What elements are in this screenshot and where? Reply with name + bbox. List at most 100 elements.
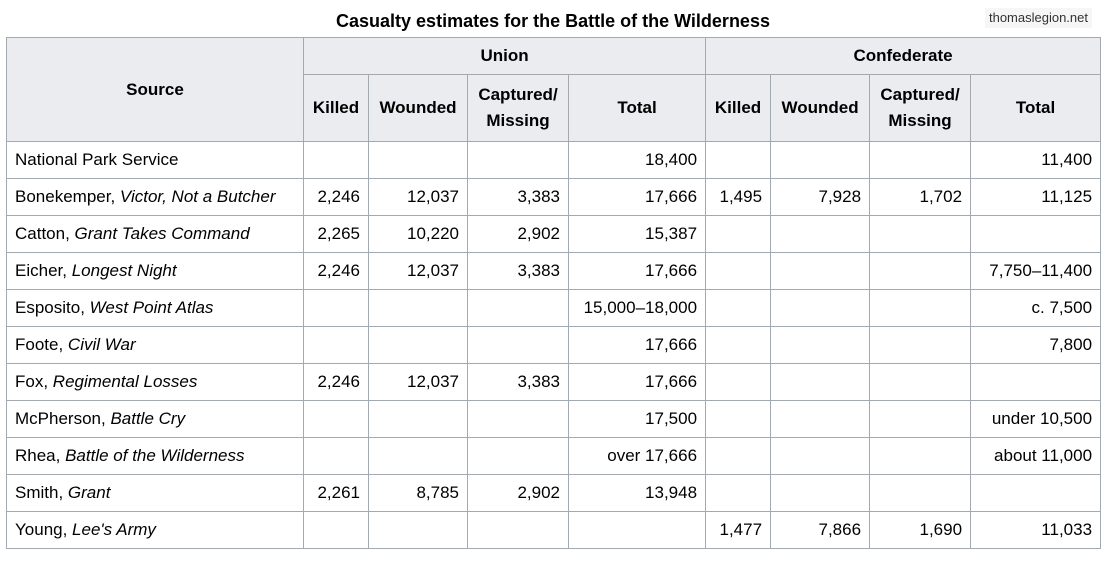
cell-c-captured xyxy=(869,363,972,401)
cell-c-captured xyxy=(869,252,972,290)
cell-c-captured xyxy=(869,437,972,475)
table-row: Catton, Grant Takes Command 2,265 10,220 2,… xyxy=(6,215,1102,253)
cell-u-wounded: 8,785 xyxy=(368,474,468,512)
watermark: thomaslegion.net xyxy=(984,8,1092,28)
cell-u-captured: 3,383 xyxy=(467,252,569,290)
cell-u-wounded: 12,037 xyxy=(368,178,468,216)
cell-u-captured xyxy=(467,437,569,475)
cell-c-wounded xyxy=(770,326,871,364)
cell-u-killed: 2,246 xyxy=(303,178,369,216)
header-union-captured: Captured/Missing xyxy=(467,74,569,142)
cell-u-total: 13,948 xyxy=(567,474,707,512)
source-author: Catton, xyxy=(15,224,75,243)
cell-u-wounded xyxy=(368,289,468,327)
cell-c-killed xyxy=(705,141,772,179)
cell-u-total: 17,666 xyxy=(567,363,707,401)
cell-u-killed xyxy=(303,289,369,327)
cell-u-total: 17,500 xyxy=(567,400,707,438)
cell-u-killed xyxy=(303,326,369,364)
cell-u-captured: 2,902 xyxy=(467,474,569,512)
cell-u-total: 15,387 xyxy=(567,215,707,253)
cell-c-killed xyxy=(705,363,772,401)
source-cell: Esposito, West Point Atlas xyxy=(6,289,304,327)
cell-c-wounded xyxy=(770,474,871,512)
source-author: McPherson, xyxy=(15,409,111,428)
table-row: Smith, Grant 2,261 8,785 2,902 13,948 xyxy=(6,474,1102,512)
cell-u-wounded: 12,037 xyxy=(368,252,468,290)
cell-c-killed xyxy=(705,215,772,253)
header-confederate: Confederate xyxy=(705,37,1102,75)
cell-u-captured xyxy=(467,326,569,364)
cell-c-total: 7,750–11,400 xyxy=(970,252,1102,290)
source-author: Smith, xyxy=(15,483,68,502)
cell-u-killed xyxy=(303,511,369,549)
cell-c-killed xyxy=(705,474,772,512)
cell-c-captured xyxy=(869,289,972,327)
cell-c-total: about 11,000 xyxy=(970,437,1102,475)
table-row: McPherson, Battle Cry 17,500 under 10,500 xyxy=(6,400,1102,438)
source-work-title: Grant xyxy=(67,483,111,502)
source-cell: Bonekemper, Victor, Not a Butcher xyxy=(6,178,304,216)
cell-u-killed xyxy=(303,437,369,475)
cell-c-captured xyxy=(869,326,972,364)
table-row: Eicher, Longest Night 2,246 12,037 3,383 17,… xyxy=(6,252,1102,290)
header-captured-line1: Captured/ xyxy=(478,85,558,104)
cell-c-captured xyxy=(869,141,972,179)
cell-c-wounded xyxy=(770,437,871,475)
cell-u-wounded: 12,037 xyxy=(368,363,468,401)
cell-c-wounded xyxy=(770,400,871,438)
cell-u-captured: 3,383 xyxy=(467,363,569,401)
source-cell: McPherson, Battle Cry xyxy=(6,400,304,438)
source-work-title: Battle Cry xyxy=(110,409,186,428)
cell-u-killed: 2,246 xyxy=(303,363,369,401)
cell-c-killed: 1,477 xyxy=(705,511,772,549)
header-row-columns: Killed Wounded Captured/Missing Total Ki… xyxy=(7,74,1102,142)
cell-c-total: 11,125 xyxy=(970,178,1102,216)
cell-u-killed xyxy=(303,400,369,438)
cell-u-killed: 2,265 xyxy=(303,215,369,253)
cell-c-wounded xyxy=(770,141,871,179)
header-union: Union xyxy=(302,37,707,75)
cell-c-killed xyxy=(705,289,772,327)
header-confederate-total: Total xyxy=(970,74,1102,142)
cell-u-total: 15,000–18,000 xyxy=(567,289,707,327)
cell-u-wounded xyxy=(368,400,468,438)
header-union-total: Total xyxy=(567,74,707,142)
source-author: Esposito, xyxy=(15,298,90,317)
source-author: Foote, xyxy=(15,335,68,354)
source-cell: Catton, Grant Takes Command xyxy=(6,215,304,253)
source-work-title: Victor, Not a Butcher xyxy=(119,187,276,206)
cell-c-captured: 1,690 xyxy=(869,511,972,549)
cell-c-killed xyxy=(705,400,772,438)
header-source: Source xyxy=(6,37,304,142)
source-cell: Young, Lee's Army xyxy=(6,511,304,549)
cell-u-captured xyxy=(467,289,569,327)
cell-u-total: 17,666 xyxy=(567,178,707,216)
cell-u-captured xyxy=(467,511,569,549)
cell-c-killed: 1,495 xyxy=(705,178,772,216)
source-author: Fox, xyxy=(15,372,53,391)
cell-c-wounded: 7,928 xyxy=(770,178,871,216)
cell-u-captured: 2,902 xyxy=(467,215,569,253)
header-captured-line2: Missing xyxy=(888,111,952,130)
cell-c-captured xyxy=(869,400,972,438)
source-work-title: Lee's Army xyxy=(72,520,156,539)
table-row: Esposito, West Point Atlas 15,000–18,000 c… xyxy=(6,289,1102,327)
cell-c-killed xyxy=(705,326,772,364)
cell-u-killed: 2,246 xyxy=(303,252,369,290)
cell-c-total: 11,400 xyxy=(970,141,1102,179)
source-cell: Fox, Regimental Losses xyxy=(6,363,304,401)
cell-u-wounded xyxy=(368,326,468,364)
source-author: National Park Service xyxy=(15,150,179,169)
header-confederate-killed: Killed xyxy=(705,74,772,142)
cell-u-killed xyxy=(303,141,369,179)
source-work-title: Grant Takes Command xyxy=(74,224,250,243)
table-row: Young, Lee's Army 1,477 7,866 1,690 11,033 xyxy=(6,511,1102,549)
cell-u-captured xyxy=(467,141,569,179)
cell-c-total: 7,800 xyxy=(970,326,1102,364)
cell-c-total: c. 7,500 xyxy=(970,289,1102,327)
source-work-title: Civil War xyxy=(67,335,136,354)
table-row: Rhea, Battle of the Wilderness over 17,66… xyxy=(6,437,1102,475)
cell-c-total xyxy=(970,363,1102,401)
header-captured-line2: Missing xyxy=(486,111,550,130)
